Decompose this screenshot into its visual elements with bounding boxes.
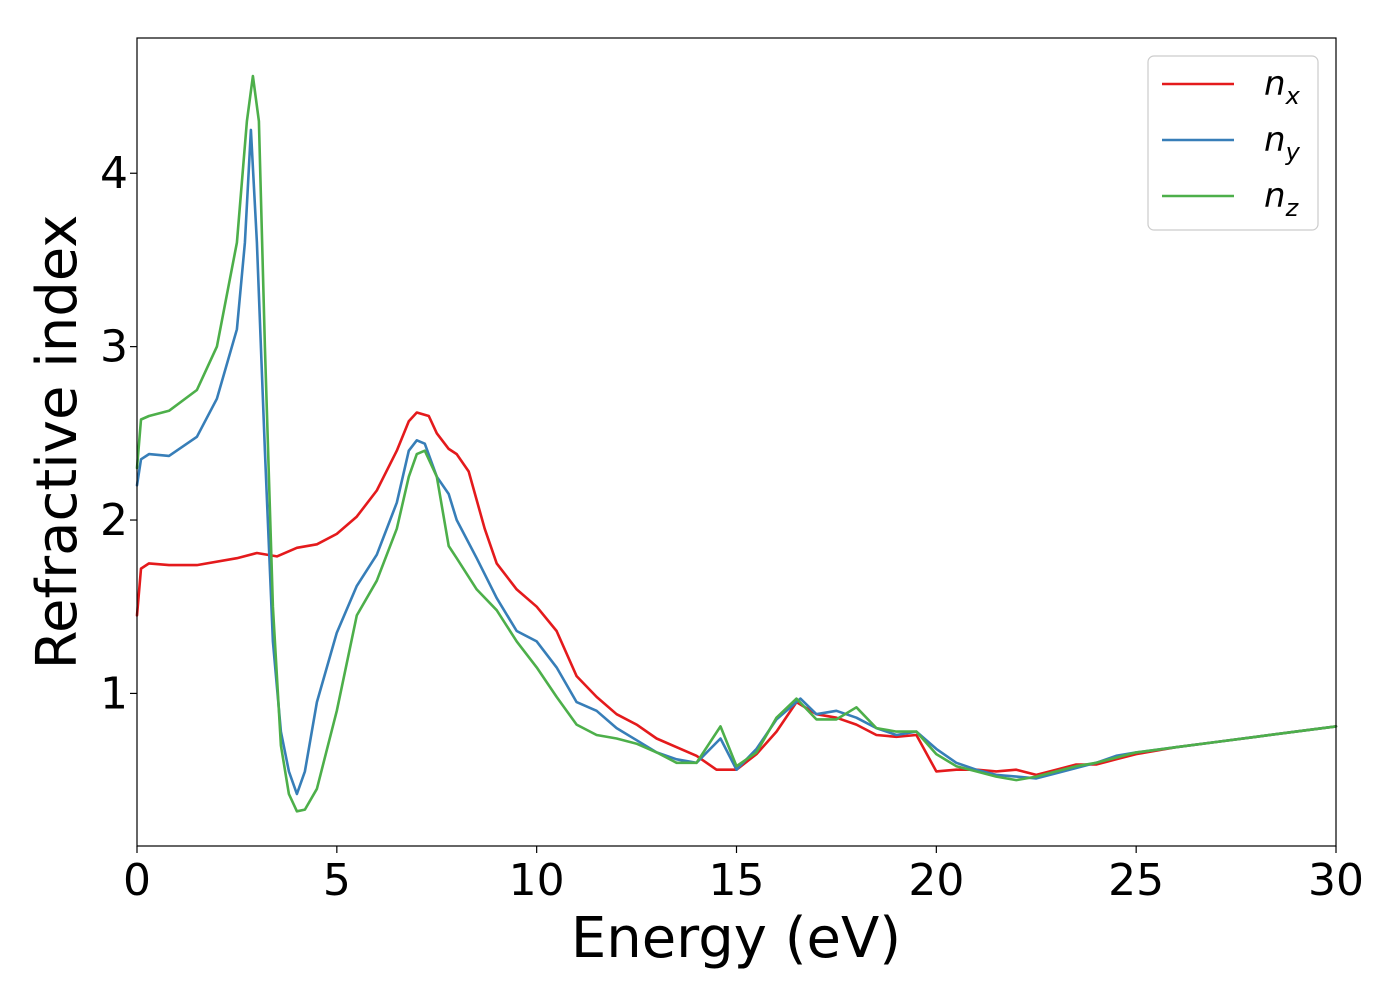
x-tick-label: 5: [323, 855, 351, 906]
y-tick-label: 3: [100, 322, 128, 373]
x-axis-ticks: 0 5 10 15 20 25 30: [123, 846, 1364, 906]
legend-subscript: z: [1285, 194, 1300, 222]
x-tick-label: 10: [509, 855, 565, 906]
y-axis-ticks: 1 2 3 4: [100, 148, 137, 719]
series-line-nx: [135, 411, 1338, 777]
x-tick-label: 20: [908, 855, 964, 906]
x-tick-label: 30: [1308, 855, 1364, 906]
x-tick-label: 25: [1108, 855, 1164, 906]
y-tick-label: 2: [100, 495, 128, 546]
y-tick-label: 1: [100, 668, 128, 719]
y-tick-label: 4: [100, 148, 128, 199]
series-line-nz: [135, 74, 1338, 813]
x-tick-label: 15: [709, 855, 765, 906]
x-axis-label: Energy (eV): [571, 906, 901, 971]
series-lines: [135, 74, 1338, 813]
legend-subscript: x: [1285, 82, 1301, 110]
legend-box: [1147, 55, 1319, 231]
legend-subscript: y: [1285, 138, 1301, 166]
series-line-ny: [135, 128, 1338, 796]
y-axis-label: Refractive index: [25, 215, 90, 670]
x-tick-label: 0: [123, 855, 151, 906]
